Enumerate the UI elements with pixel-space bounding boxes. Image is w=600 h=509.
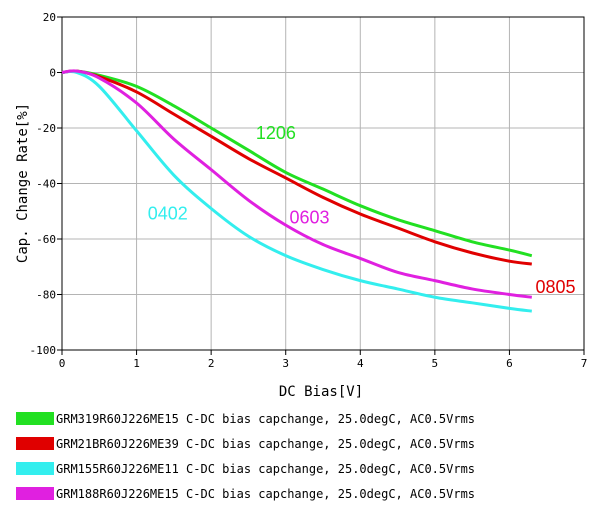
y-tick-label: -100	[30, 344, 57, 357]
legend-swatch	[16, 437, 54, 450]
series-label-0603: 0603	[289, 208, 329, 228]
series-line-0402	[61, 69, 532, 313]
y-tick-label: -80	[36, 289, 56, 302]
legend-label: GRM21BR60J226ME39 C-DC bias capchange, 2…	[56, 436, 476, 451]
legend-item: GRM188R60J226ME15 C-DC bias capchange, 2…	[16, 481, 586, 506]
y-tick-label: -60	[36, 233, 56, 246]
x-tick-label: 2	[208, 357, 215, 370]
x-tick-label: 6	[506, 357, 513, 370]
y-axis-title: Cap. Change Rate[%]	[15, 103, 31, 263]
legend-swatch	[16, 487, 54, 500]
x-tick-label: 1	[133, 357, 140, 370]
series-label-0402: 0402	[148, 204, 188, 224]
series-line-0805	[61, 69, 532, 266]
series-line-1206	[61, 69, 533, 258]
x-tick-label: 7	[581, 357, 588, 370]
legend-label: GRM319R60J226ME15 C-DC bias capchange, 2…	[56, 411, 476, 426]
x-tick-label: 0	[59, 357, 66, 370]
legend-item: GRM21BR60J226ME39 C-DC bias capchange, 2…	[16, 431, 586, 456]
y-tick-label: 20	[43, 11, 56, 24]
x-axis-title: DC Bias[V]	[279, 384, 363, 400]
x-tick-label: 5	[432, 357, 439, 370]
series-line-0603	[61, 69, 532, 299]
legend-label: GRM155R60J226ME11 C-DC bias capchange, 2…	[56, 461, 476, 476]
legend-item: GRM155R60J226ME11 C-DC bias capchange, 2…	[16, 456, 586, 481]
x-tick-label: 3	[282, 357, 289, 370]
y-tick-label: -40	[36, 178, 56, 191]
x-tick-label: 4	[357, 357, 364, 370]
series-label-1206: 1206	[256, 123, 296, 143]
legend: GRM319R60J226ME15 C-DC bias capchange, 2…	[16, 406, 586, 506]
legend-label: GRM188R60J226ME15 C-DC bias capchange, 2…	[56, 486, 476, 501]
legend-swatch	[16, 412, 54, 425]
legend-swatch	[16, 462, 54, 475]
series-label-0805: 0805	[536, 277, 576, 297]
chart: Cap. Change Rate[%] DC Bias[V] 0 1 2 3 4 5 6 7 2…	[15, 11, 588, 400]
y-tick-label: -20	[36, 122, 56, 135]
plot-border	[61, 16, 585, 351]
y-tick-label: 0	[49, 67, 56, 80]
legend-item: GRM319R60J226ME15 C-DC bias capchange, 2…	[16, 406, 586, 431]
